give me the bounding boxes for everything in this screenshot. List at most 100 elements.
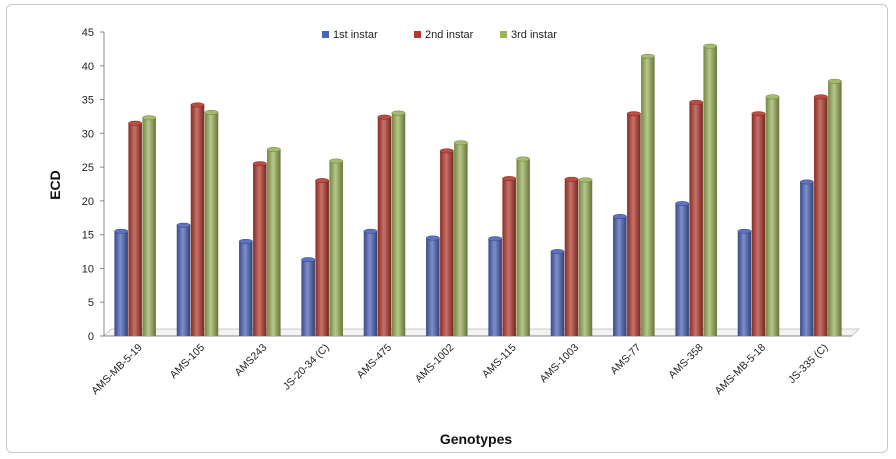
bars: [114, 43, 842, 337]
bar: [239, 241, 253, 336]
bar: [301, 259, 315, 336]
bar-cap: [751, 111, 766, 117]
category-label: AMS-358: [666, 342, 706, 382]
bar: [641, 56, 655, 336]
bar: [329, 161, 343, 336]
bar-cap: [737, 228, 752, 234]
bar: [488, 238, 502, 336]
bar: [675, 203, 689, 336]
bar-cap: [703, 43, 718, 49]
bar-cap: [516, 156, 531, 162]
y-tick-label: 45: [82, 27, 94, 39]
bar: [377, 117, 392, 337]
bar-cap: [689, 99, 704, 105]
bar: [828, 81, 842, 336]
y-tick-label: 10: [82, 263, 94, 275]
y-tick-label: 40: [82, 61, 94, 73]
bar: [253, 163, 267, 336]
bar-cap: [377, 114, 392, 120]
bar-cap: [765, 94, 780, 100]
bar: [814, 96, 828, 336]
bar-cap: [301, 257, 316, 263]
category-label: JS-335 (C): [786, 342, 830, 386]
bar: [765, 96, 780, 336]
legend: 1st instar 2nd instar 3rd instar: [322, 29, 557, 41]
bar: [190, 104, 205, 337]
legend-label: 1st instar: [333, 29, 378, 41]
bar: [176, 225, 191, 336]
category-label: AMS-77: [608, 342, 643, 377]
bar: [114, 231, 128, 336]
legend-label: 3rd instar: [511, 29, 557, 41]
bar: [516, 159, 530, 336]
bar: [550, 251, 565, 336]
bar-cap: [190, 102, 205, 108]
bar-cap: [675, 201, 690, 207]
bar: [204, 112, 219, 336]
bar-cap: [827, 78, 842, 84]
bar-cap: [502, 176, 517, 182]
bar-cap: [266, 147, 281, 152]
legend-swatch: [500, 31, 507, 38]
bar: [128, 123, 142, 336]
bar-cap: [315, 178, 330, 184]
category-label: AMS-115: [480, 342, 519, 381]
bar: [426, 238, 440, 336]
bar: [689, 102, 703, 336]
bar-cap: [204, 109, 219, 115]
bar-cap: [114, 228, 129, 234]
bar-cap: [564, 176, 579, 182]
category-label: AMS-1002: [413, 342, 457, 386]
category-label: JS-20-34 (C): [281, 342, 332, 393]
category-label: AMS-MB-5-19: [89, 342, 145, 398]
bar: [391, 113, 406, 336]
bar: [703, 46, 717, 336]
x-axis-title: Genotypes: [440, 431, 513, 447]
bar-cap: [626, 111, 641, 117]
bar-cap: [363, 228, 378, 234]
bar-cap: [488, 236, 503, 242]
bar: [502, 178, 516, 336]
bar: [267, 149, 281, 336]
bar-cap: [612, 213, 627, 219]
bar: [627, 113, 641, 337]
bar-cap: [453, 140, 468, 146]
y-tick-label: 25: [82, 162, 94, 174]
y-tick-label: 35: [82, 95, 94, 107]
bar-cap: [578, 177, 593, 183]
bar: [142, 117, 156, 336]
bar: [800, 181, 814, 336]
category-label: AMS243: [232, 342, 269, 379]
bar-cap: [329, 158, 344, 164]
bar: [737, 231, 752, 336]
category-label: AMS-475: [355, 342, 395, 382]
bar-cap: [176, 222, 191, 228]
bar: [440, 150, 454, 336]
legend-label: 2nd instar: [425, 29, 474, 41]
category-label: AMS-MB-5-18: [713, 342, 769, 398]
bar-cap: [813, 94, 828, 100]
category-label: AMS-105: [168, 342, 208, 382]
bar-cap: [252, 161, 267, 167]
legend-swatch: [322, 31, 329, 38]
legend-swatch: [414, 31, 421, 38]
bar-cap: [128, 120, 143, 126]
bar: [454, 142, 468, 336]
bar-cap: [391, 110, 406, 116]
bar: [613, 216, 627, 336]
axes: 0 5 10 15 20 25 30 35 40 45: [82, 27, 860, 343]
category-label: AMS-1003: [538, 342, 582, 386]
y-tick-label: 0: [88, 331, 94, 343]
bar-cap: [439, 148, 454, 154]
y-tick-label: 5: [88, 297, 94, 309]
y-tick-label: 15: [82, 230, 94, 242]
bar: [315, 180, 329, 336]
y-tick-label: 30: [82, 128, 94, 140]
bar: [363, 231, 378, 336]
bar-cap: [640, 53, 655, 59]
bar: [564, 179, 579, 336]
labels: AMS-MB-5-19 AMS-105 AMS243 JS-20-34 (C) AMS-…: [89, 342, 830, 398]
y-tick-label: 20: [82, 196, 94, 208]
bar-cap: [238, 238, 253, 244]
